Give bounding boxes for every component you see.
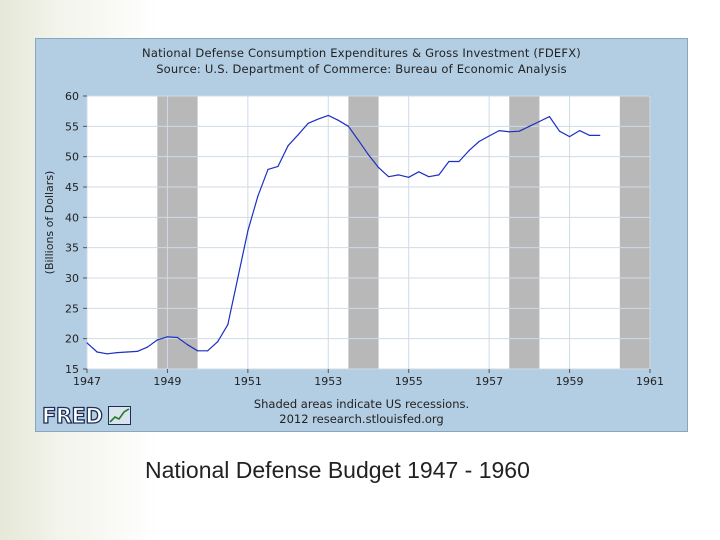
y-tick-label: 60 — [65, 90, 79, 103]
chart-frame: National Defense Consumption Expenditure… — [35, 38, 688, 432]
slide-caption: National Defense Budget 1947 - 1960 — [145, 457, 530, 483]
chart-subtitle: Source: U.S. Department of Commerce: Bur… — [156, 62, 567, 76]
data-point — [156, 339, 158, 341]
copyright-note: 2012 research.stlouisfed.org — [279, 412, 444, 426]
data-point — [518, 130, 520, 132]
y-axis-label: (Billions of Dollars) — [43, 171, 56, 275]
data-point — [337, 119, 339, 121]
x-tick-label: 1951 — [234, 375, 262, 388]
recession-shading — [157, 96, 650, 369]
fred-logo: FRED — [41, 403, 132, 429]
data-point — [438, 174, 440, 176]
data-point — [146, 346, 148, 348]
data-point — [217, 341, 219, 343]
data-point — [538, 120, 541, 123]
data-point — [237, 277, 239, 279]
y-tick-label: 45 — [65, 181, 79, 194]
x-tick-label: 1959 — [556, 375, 584, 388]
data-point — [568, 136, 571, 138]
fred-chart-icon — [108, 406, 131, 425]
y-tick-label: 40 — [65, 211, 79, 224]
data-point — [448, 160, 450, 163]
data-point — [468, 150, 470, 152]
data-point — [488, 135, 490, 137]
data-point — [297, 134, 299, 136]
y-tick-label: 35 — [65, 242, 79, 255]
y-tick-label: 30 — [65, 272, 79, 285]
x-tick-label: 1961 — [636, 375, 664, 388]
data-point — [207, 350, 209, 352]
data-point — [558, 130, 561, 132]
data-point — [176, 336, 179, 339]
data-point — [106, 353, 108, 355]
y-tick-label: 50 — [65, 151, 79, 164]
x-tick-label: 1953 — [314, 375, 342, 388]
data-point — [277, 165, 279, 167]
data-point — [317, 118, 319, 120]
data-point — [408, 176, 410, 178]
data-point — [528, 125, 530, 127]
data-point — [377, 166, 380, 169]
data-point — [116, 352, 118, 354]
recession-note: Shaded areas indicate US recessions. — [253, 397, 470, 411]
chart-area: 15 20 25 30 35 40 45 50 55 60 1947 1949 1951 1953 195… — [43, 90, 664, 388]
recession-band-0 — [157, 96, 198, 369]
recession-band-1 — [348, 96, 379, 369]
data-point — [347, 125, 349, 127]
y-tick-label: 15 — [65, 363, 79, 376]
data-point — [478, 140, 480, 143]
data-point — [458, 160, 460, 163]
y-tick-label: 25 — [65, 302, 79, 315]
data-point — [136, 350, 138, 353]
data-point — [287, 145, 289, 147]
series-layer — [86, 114, 601, 355]
x-tick-label: 1949 — [153, 375, 181, 388]
recession-band-2 — [509, 96, 540, 369]
data-point — [398, 174, 400, 176]
recession-band-3 — [619, 96, 650, 369]
chart-title: National Defense Consumption Expenditure… — [142, 46, 581, 60]
fred-logo-text: FRED — [41, 403, 103, 428]
data-point — [418, 171, 420, 173]
data-point — [257, 195, 259, 197]
data-point — [548, 116, 551, 118]
y-tick-label: 20 — [65, 333, 79, 346]
x-tick-label: 1955 — [395, 375, 423, 388]
data-point — [166, 336, 169, 338]
data-point — [357, 139, 360, 141]
data-point — [327, 114, 329, 117]
data-point — [508, 131, 510, 133]
y-tick-labels: 15 20 25 30 35 40 45 50 55 60 — [65, 90, 87, 376]
data-point — [86, 342, 88, 344]
data-point — [599, 134, 601, 137]
data-point — [96, 351, 98, 353]
x-tick-label: 1947 — [73, 375, 101, 388]
gridlines — [86, 95, 651, 370]
data-point — [579, 129, 581, 132]
x-tick-labels: 1947 1949 1951 1953 1955 1957 1959 1961 — [73, 369, 664, 388]
y-tick-label: 55 — [65, 120, 79, 133]
data-point — [196, 350, 199, 352]
data-point — [267, 168, 269, 171]
data-point — [388, 176, 390, 178]
data-point — [307, 122, 309, 124]
data-point — [589, 134, 591, 137]
x-tick-label: 1957 — [475, 375, 503, 388]
data-point — [498, 129, 500, 132]
data-point — [227, 324, 229, 326]
data-point — [126, 351, 128, 353]
series-line-0 — [86, 114, 600, 355]
data-point — [367, 154, 370, 156]
data-point — [428, 176, 430, 178]
data-point — [247, 230, 249, 232]
data-point — [186, 344, 189, 346]
